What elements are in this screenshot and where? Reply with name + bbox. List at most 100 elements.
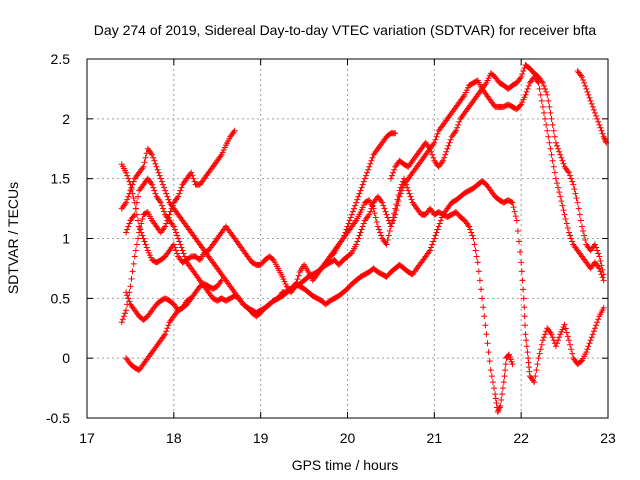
data-point — [371, 210, 378, 217]
data-point — [120, 313, 127, 320]
data-point — [341, 232, 348, 239]
data-point — [597, 124, 604, 131]
data-point — [178, 184, 185, 191]
data-point — [588, 100, 595, 107]
data-point — [542, 85, 549, 92]
data-point — [135, 235, 142, 242]
data-point — [594, 247, 601, 254]
data-point — [359, 181, 366, 188]
data-point — [560, 160, 567, 167]
data-point — [598, 127, 605, 134]
data-point — [521, 313, 528, 320]
data-point — [537, 346, 544, 353]
data-point — [178, 244, 185, 251]
data-point — [166, 211, 173, 218]
data-point — [534, 361, 541, 368]
data-point — [174, 250, 181, 257]
data-point — [360, 220, 367, 227]
data-point — [597, 257, 604, 264]
data-point — [139, 165, 146, 172]
data-point — [523, 343, 530, 350]
data-point — [435, 223, 442, 230]
data-point — [378, 198, 385, 205]
data-point — [564, 168, 571, 175]
data-point — [175, 193, 182, 200]
data-point — [574, 199, 581, 206]
data-point — [453, 127, 460, 134]
data-point — [561, 211, 568, 218]
data-point — [361, 175, 368, 182]
data-point — [157, 199, 164, 206]
data-point — [544, 127, 551, 134]
data-point — [552, 175, 559, 182]
data-point — [569, 178, 576, 185]
data-point — [549, 157, 556, 164]
data-point — [562, 325, 569, 332]
data-point — [567, 232, 574, 239]
data-point — [524, 349, 531, 356]
data-point — [548, 151, 555, 158]
data-point — [124, 172, 131, 179]
data-point — [440, 157, 447, 164]
data-point — [481, 313, 488, 320]
data-point — [356, 232, 363, 239]
data-point — [560, 207, 567, 214]
data-point — [601, 136, 608, 143]
y-tick-label: 1 — [62, 231, 70, 247]
data-point — [149, 181, 156, 188]
data-point — [398, 187, 405, 194]
data-point — [131, 253, 138, 260]
data-point — [523, 88, 530, 95]
data-point — [132, 205, 139, 212]
data-point — [168, 205, 175, 212]
data-point — [573, 195, 580, 202]
data-point — [538, 78, 545, 85]
data-point — [540, 109, 547, 116]
data-point — [163, 190, 170, 197]
data-point — [154, 166, 161, 173]
data-point — [357, 229, 364, 236]
data-point — [130, 178, 137, 185]
y-axis-label: SDTVAR / TECUs — [5, 182, 21, 294]
data-point — [539, 103, 546, 110]
y-tick-label: 1.5 — [51, 171, 71, 187]
data-point — [600, 304, 607, 311]
x-tick-labels: 17 18 19 20 21 22 23 — [79, 430, 616, 446]
data-point — [599, 266, 606, 273]
data-point — [600, 133, 607, 140]
data-point — [545, 133, 552, 140]
data-point — [118, 319, 125, 326]
data-point — [129, 268, 136, 275]
data-point — [390, 169, 397, 176]
series-track-8 — [387, 61, 607, 278]
data-point — [553, 340, 560, 347]
data-point — [522, 331, 529, 338]
data-point — [126, 190, 133, 197]
data-point — [171, 244, 178, 251]
data-point — [163, 220, 170, 227]
data-point — [366, 211, 373, 218]
data-point — [181, 253, 188, 260]
data-point — [552, 139, 559, 146]
data-point — [585, 343, 592, 350]
x-tick-label: 17 — [79, 430, 95, 446]
data-point — [429, 241, 436, 248]
data-point — [565, 169, 572, 176]
data-point — [142, 241, 149, 248]
data-point — [155, 169, 162, 176]
data-point — [368, 205, 375, 212]
data-point — [593, 244, 600, 251]
series-track-6 — [123, 295, 195, 374]
data-point — [177, 187, 184, 194]
data-point — [581, 232, 588, 239]
data-point — [443, 148, 450, 155]
data-point — [546, 103, 553, 110]
data-point — [128, 275, 135, 282]
data-point — [148, 180, 155, 187]
data-point — [125, 193, 132, 200]
data-point — [598, 262, 605, 269]
data-point — [530, 377, 537, 384]
data-point — [125, 175, 132, 182]
data-point — [551, 133, 558, 140]
data-points — [118, 61, 610, 416]
